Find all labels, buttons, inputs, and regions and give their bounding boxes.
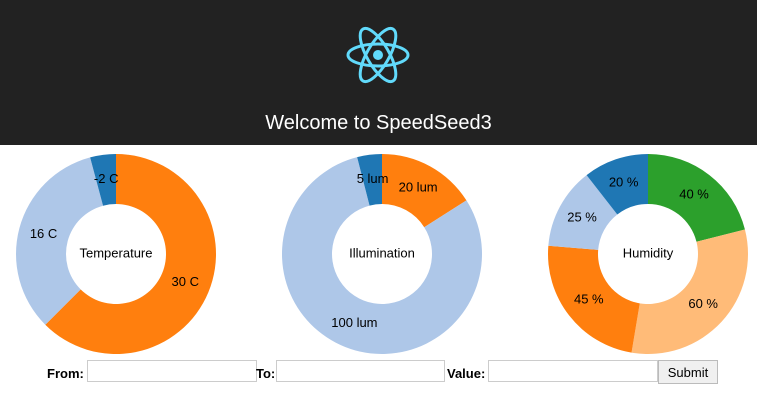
donut-slice xyxy=(382,154,467,228)
donut-slice xyxy=(90,154,116,206)
donut-slice xyxy=(548,175,618,250)
slice-label: 16 C xyxy=(30,226,57,241)
value-input[interactable] xyxy=(488,360,658,382)
slice-label: 45 % xyxy=(574,292,604,307)
to-label: To: xyxy=(256,366,276,381)
submit-button[interactable]: Submit xyxy=(658,360,718,384)
charts: 30 C 16 C -2 C Temperature 20 lum 100 lum 5 lu… xyxy=(16,154,748,354)
donut-slice xyxy=(281,157,483,354)
donut-slice xyxy=(648,154,745,242)
to-input[interactable] xyxy=(276,360,445,382)
slice-label: -2 C xyxy=(94,171,119,186)
slice-label: 25 % xyxy=(567,210,597,225)
slice-label: 30 C xyxy=(172,274,199,289)
slice-label: 40 % xyxy=(679,186,709,201)
donut-slice xyxy=(357,154,382,206)
chart-title: Humidity xyxy=(623,245,674,260)
slice-label: 60 % xyxy=(688,296,718,311)
donut-slice xyxy=(16,157,104,325)
donut-slice xyxy=(548,245,640,353)
value-label: Value: xyxy=(447,366,486,381)
donut-slice xyxy=(631,229,748,354)
slice-label: 20 lum xyxy=(399,180,438,195)
slice-label: 5 lum xyxy=(357,171,389,186)
donut-slice xyxy=(586,154,648,215)
from-input[interactable] xyxy=(87,360,257,382)
chart-title: Temperature xyxy=(80,245,153,260)
form: From: To: Value: Submit xyxy=(0,360,757,386)
logo xyxy=(346,26,410,84)
page-title: Welcome to SpeedSeed3 xyxy=(265,112,492,134)
slice-label: 100 lum xyxy=(331,315,377,330)
slice-label: 20 % xyxy=(609,175,639,190)
from-label: From: xyxy=(47,366,84,381)
donut-slice xyxy=(45,154,216,354)
header: Welcome to SpeedSeed3 xyxy=(0,0,757,145)
chart-title: Illumination xyxy=(349,245,415,260)
